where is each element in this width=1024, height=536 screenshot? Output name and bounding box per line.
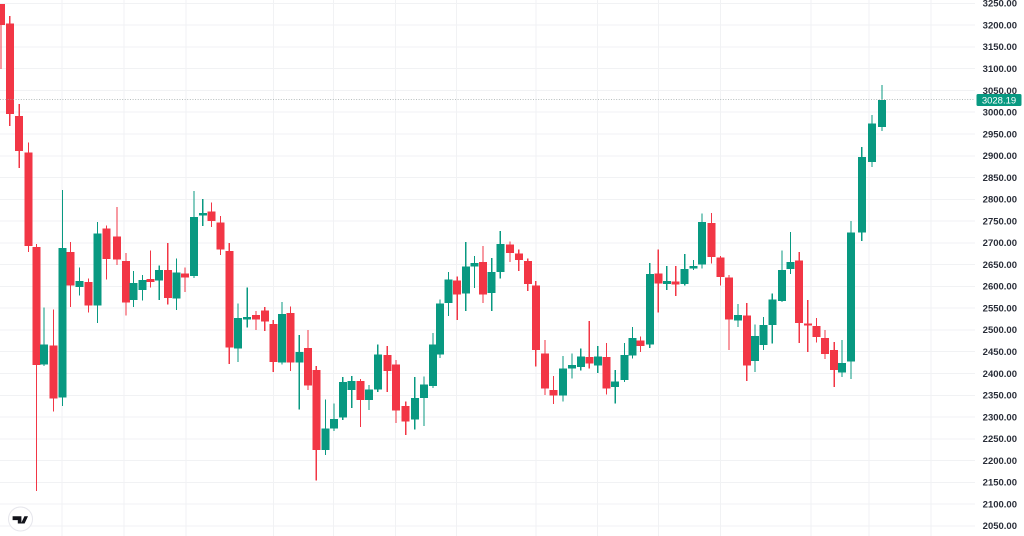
svg-text:2250.00: 2250.00: [983, 434, 1017, 445]
svg-text:2200.00: 2200.00: [983, 456, 1017, 467]
svg-text:2800.00: 2800.00: [983, 195, 1017, 206]
svg-text:2050.00: 2050.00: [983, 521, 1017, 532]
svg-text:2350.00: 2350.00: [983, 391, 1017, 402]
svg-text:2100.00: 2100.00: [983, 499, 1017, 510]
svg-text:2300.00: 2300.00: [983, 412, 1017, 423]
svg-text:2150.00: 2150.00: [983, 478, 1017, 489]
svg-text:2400.00: 2400.00: [983, 369, 1017, 380]
svg-text:3200.00: 3200.00: [983, 21, 1017, 32]
svg-text:3150.00: 3150.00: [983, 42, 1017, 53]
svg-text:3050.00: 3050.00: [983, 86, 1017, 97]
svg-text:2650.00: 2650.00: [983, 260, 1017, 271]
svg-text:2450.00: 2450.00: [983, 347, 1017, 358]
svg-text:2500.00: 2500.00: [983, 325, 1017, 336]
svg-text:2950.00: 2950.00: [983, 129, 1017, 140]
svg-text:3100.00: 3100.00: [983, 64, 1017, 75]
svg-text:3000.00: 3000.00: [983, 108, 1017, 119]
svg-text:2550.00: 2550.00: [983, 304, 1017, 315]
svg-text:2850.00: 2850.00: [983, 173, 1017, 184]
svg-text:2750.00: 2750.00: [983, 216, 1017, 227]
svg-text:2700.00: 2700.00: [983, 238, 1017, 249]
svg-text:3250.00: 3250.00: [983, 0, 1017, 10]
svg-text:2600.00: 2600.00: [983, 282, 1017, 293]
svg-text:3028.19: 3028.19: [982, 95, 1016, 106]
svg-text:2900.00: 2900.00: [983, 151, 1017, 162]
